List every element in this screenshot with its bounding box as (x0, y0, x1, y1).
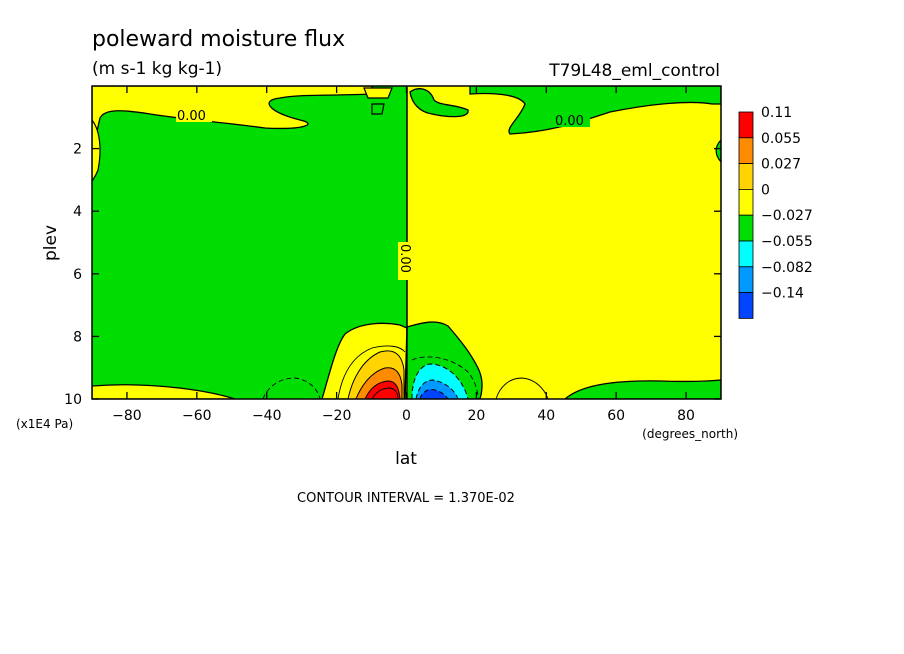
y-tick-label: 8 (73, 329, 82, 345)
legend-label: −0.082 (761, 260, 813, 276)
positive-core-red (364, 380, 401, 399)
x-tick-label: 80 (677, 408, 695, 424)
contour-label-3: 0.00 (397, 244, 412, 273)
contour-interval-note: CONTOUR INTERVAL = 1.370E-02 (297, 491, 515, 506)
x-axis-units: (degrees_north) (642, 427, 738, 441)
weak-positive-contour-north (495, 377, 549, 399)
legend-label: 0.11 (761, 105, 792, 121)
x-tick-label: −20 (322, 408, 352, 424)
x-tick-label: −40 (252, 408, 282, 424)
positive-contour-inner (371, 387, 399, 399)
x-axis-label: lat (395, 449, 417, 469)
legend-swatch (738, 240, 754, 268)
y-axis-label: plev (41, 225, 61, 261)
legend-label: 0.055 (761, 131, 801, 147)
legend-swatch (738, 292, 754, 319)
y-axis-ticks: 2 4 6 8 10 (64, 142, 721, 408)
color-legend: 0.11 0.055 0.027 0 −0.027 −0.055 −0.082 −0.14 (738, 105, 813, 319)
small-yellow-patch (363, 87, 393, 99)
x-tick-label: 20 (467, 408, 485, 424)
legend-swatch (738, 137, 754, 165)
x-tick-label: 60 (607, 408, 625, 424)
contour-label-2: 0.00 (555, 114, 584, 129)
small-green-patch (371, 103, 385, 115)
negative-contour-outer (411, 356, 479, 399)
lower-negative-region-north (564, 379, 721, 399)
x-tick-label: 40 (537, 408, 555, 424)
legend-swatch (738, 214, 754, 242)
x-tick-label: −60 (182, 408, 212, 424)
legend-swatch (738, 266, 754, 293)
y-axis-units: (x1E4 Pa) (16, 417, 73, 431)
legend-label: 0 (761, 182, 770, 198)
negative-core-blue (419, 389, 449, 399)
top-negative-band-north (469, 86, 721, 135)
legend-label: −0.027 (761, 208, 813, 224)
y-tick-label: 10 (64, 392, 82, 408)
legend-swatch (738, 163, 754, 190)
plot-area: 0.00 0.00 0.00 (91, 85, 722, 400)
y-tick-label: 4 (73, 204, 82, 220)
top-positive-patch-north (409, 88, 469, 118)
legend-swatch (738, 188, 754, 216)
y-tick-label: 2 (73, 142, 82, 158)
legend-label: −0.055 (761, 234, 813, 250)
contour-label-1: 0.00 (177, 109, 206, 124)
weak-negative-contour-south (262, 377, 321, 399)
legend-swatch (738, 111, 754, 139)
y-tick-label: 6 (73, 267, 82, 283)
legend-label: 0.027 (761, 157, 801, 173)
x-tick-label: 0 (402, 408, 411, 424)
x-axis-ticks: −80 −60 −40 −20 0 20 40 60 80 (112, 86, 695, 424)
chart-units: (m s-1 kg kg-1) (92, 59, 222, 79)
zero-contour-equator (404, 86, 408, 399)
thin-contour-hadley (337, 345, 406, 399)
top-positive-band-south (92, 86, 373, 151)
chart-title: poleward moisture flux (92, 27, 345, 52)
x-tick-label: −80 (112, 408, 142, 424)
experiment-label: T79L48_eml_control (548, 61, 720, 81)
legend-label: −0.14 (761, 286, 804, 302)
